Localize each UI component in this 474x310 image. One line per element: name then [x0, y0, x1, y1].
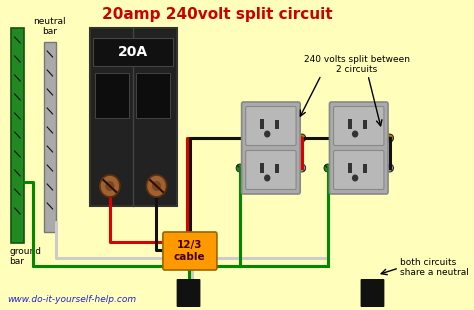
- Circle shape: [13, 206, 22, 216]
- Circle shape: [46, 106, 55, 116]
- Bar: [275, 164, 279, 173]
- Text: 12/3
cable: 12/3 cable: [173, 240, 205, 262]
- Text: ground
bar: ground bar: [9, 247, 41, 266]
- FancyBboxPatch shape: [242, 102, 300, 194]
- FancyBboxPatch shape: [177, 279, 201, 307]
- Circle shape: [46, 49, 55, 59]
- Text: both circuits
share a neutral: both circuits share a neutral: [400, 258, 469, 277]
- FancyBboxPatch shape: [329, 102, 388, 194]
- Circle shape: [105, 181, 114, 191]
- Circle shape: [46, 87, 55, 97]
- Circle shape: [46, 125, 55, 135]
- Bar: [348, 119, 352, 129]
- Circle shape: [352, 175, 358, 181]
- FancyBboxPatch shape: [334, 150, 384, 189]
- Circle shape: [13, 168, 22, 178]
- Circle shape: [13, 111, 22, 121]
- Circle shape: [236, 164, 244, 172]
- Circle shape: [46, 201, 55, 211]
- Bar: [11, 28, 24, 243]
- Text: 20amp 240volt split circuit: 20amp 240volt split circuit: [101, 7, 332, 21]
- Circle shape: [13, 92, 22, 102]
- Circle shape: [46, 68, 55, 78]
- Text: neutral
bar: neutral bar: [34, 17, 66, 36]
- Circle shape: [46, 144, 55, 154]
- Circle shape: [46, 182, 55, 192]
- Bar: [364, 120, 367, 129]
- Circle shape: [264, 131, 271, 138]
- Text: www.do-it-yourself-help.com: www.do-it-yourself-help.com: [7, 295, 137, 304]
- Circle shape: [13, 149, 22, 159]
- Circle shape: [324, 164, 331, 172]
- Circle shape: [13, 35, 22, 45]
- Circle shape: [152, 181, 161, 191]
- Bar: [275, 120, 279, 129]
- Circle shape: [46, 163, 55, 173]
- Circle shape: [13, 73, 22, 83]
- Circle shape: [355, 106, 363, 114]
- FancyBboxPatch shape: [246, 107, 296, 145]
- FancyBboxPatch shape: [246, 150, 296, 189]
- Bar: [90, 28, 177, 206]
- Circle shape: [13, 130, 22, 140]
- Circle shape: [264, 175, 271, 181]
- Text: 20A: 20A: [118, 45, 148, 59]
- Bar: [93, 38, 173, 66]
- Circle shape: [298, 134, 306, 142]
- Circle shape: [13, 54, 22, 64]
- Bar: [348, 163, 352, 173]
- Circle shape: [355, 182, 363, 190]
- Text: 240 volts split between
2 circuits: 240 volts split between 2 circuits: [304, 55, 410, 74]
- Circle shape: [386, 164, 393, 172]
- Bar: [136, 73, 170, 118]
- Bar: [95, 73, 129, 118]
- Bar: [364, 164, 367, 173]
- Circle shape: [386, 134, 393, 142]
- Bar: [44, 42, 56, 232]
- Circle shape: [13, 187, 22, 197]
- Bar: [260, 119, 264, 129]
- Circle shape: [352, 131, 358, 138]
- Circle shape: [267, 182, 274, 190]
- Circle shape: [298, 164, 306, 172]
- FancyBboxPatch shape: [334, 107, 384, 145]
- Bar: [260, 163, 264, 173]
- Circle shape: [267, 106, 274, 114]
- FancyBboxPatch shape: [361, 279, 384, 307]
- Circle shape: [100, 175, 120, 197]
- FancyBboxPatch shape: [163, 232, 217, 270]
- Circle shape: [146, 175, 166, 197]
